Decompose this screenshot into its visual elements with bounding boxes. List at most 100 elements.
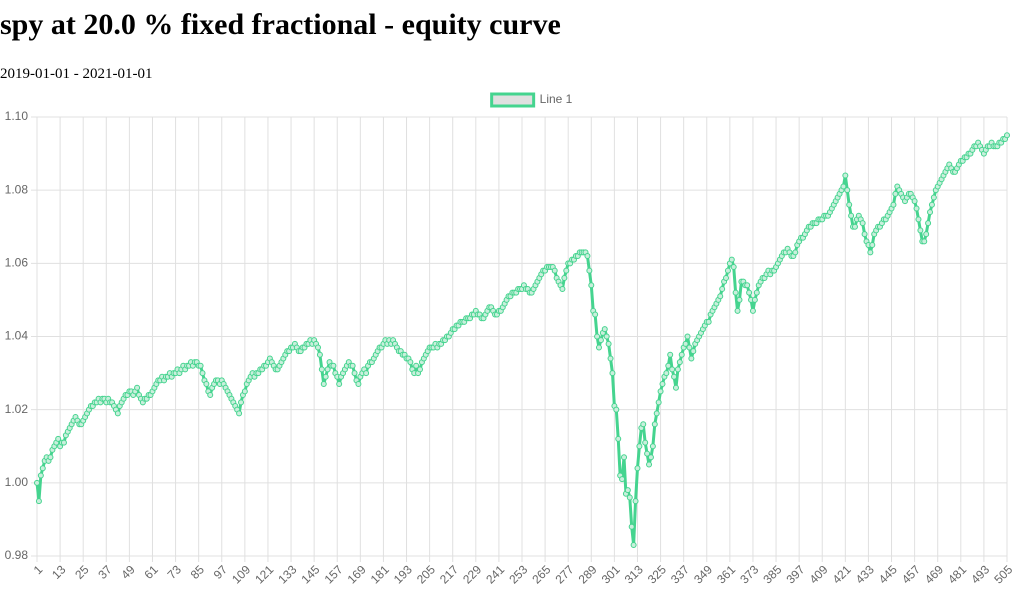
data-point	[592, 311, 599, 318]
data-point	[663, 370, 670, 377]
data-point	[723, 274, 730, 281]
data-point	[667, 351, 674, 358]
data-point	[351, 370, 358, 377]
y-tick-label: 1.10	[5, 109, 29, 123]
x-tick-label: 253	[506, 562, 530, 586]
data-point	[34, 479, 40, 486]
data-point	[407, 359, 414, 366]
data-point	[840, 183, 847, 190]
data-point	[705, 318, 712, 325]
x-tick-label: 421	[830, 562, 854, 586]
data-point	[672, 384, 679, 391]
x-tick-label: 97	[211, 562, 231, 582]
data-point	[642, 439, 649, 446]
data-point	[848, 212, 855, 219]
x-tick-label: 157	[322, 562, 346, 586]
data-point	[684, 333, 691, 340]
y-tick-label: 1.08	[5, 182, 29, 196]
data-point	[563, 267, 570, 274]
data-point	[207, 392, 214, 399]
data-point	[559, 285, 566, 292]
data-point	[647, 454, 654, 461]
x-tick-label: 73	[165, 562, 185, 582]
x-tick-label: 277	[552, 562, 576, 586]
data-point	[844, 187, 851, 194]
x-tick-label: 481	[945, 562, 969, 586]
data-point	[923, 231, 930, 238]
x-tick-label: 205	[414, 562, 438, 586]
data-point	[861, 231, 868, 238]
data-point	[609, 370, 616, 377]
data-point	[892, 190, 899, 197]
data-point	[688, 355, 695, 362]
x-tick-label: 361	[714, 562, 738, 586]
data-point	[349, 362, 356, 369]
x-tick-label: 85	[188, 562, 208, 582]
data-point	[890, 201, 897, 208]
data-point	[659, 381, 666, 388]
x-tick-label: 25	[72, 562, 92, 582]
data-point	[913, 205, 920, 212]
data-point	[653, 410, 660, 417]
x-tick-label: 289	[576, 562, 600, 586]
data-point	[717, 293, 724, 300]
data-point	[930, 194, 937, 201]
data-point	[911, 198, 918, 205]
data-point	[605, 340, 612, 347]
data-point	[624, 487, 631, 494]
data-point	[927, 209, 934, 216]
x-tick-label: 49	[118, 562, 138, 582]
data-point	[60, 439, 67, 446]
data-point	[628, 523, 635, 530]
data-point	[732, 289, 739, 296]
data-point	[917, 227, 924, 234]
data-point	[363, 370, 370, 377]
data-point	[869, 242, 876, 249]
data-point	[734, 307, 741, 314]
x-tick-label: 313	[622, 562, 646, 586]
data-point	[842, 172, 849, 179]
data-point	[665, 362, 672, 369]
data-point	[584, 253, 591, 260]
y-tick-label: 1.06	[5, 256, 29, 270]
data-point	[851, 223, 858, 230]
x-tick-label: 349	[691, 562, 715, 586]
x-tick-label: 229	[460, 562, 484, 586]
data-point	[690, 348, 697, 355]
data-point	[197, 362, 204, 369]
data-point	[203, 381, 210, 388]
data-point	[322, 373, 329, 380]
data-point	[55, 435, 62, 442]
data-point	[318, 366, 325, 373]
data-point	[114, 410, 121, 417]
data-point	[594, 333, 601, 340]
data-point	[1004, 132, 1010, 139]
data-point	[644, 450, 651, 457]
data-point	[314, 344, 321, 351]
data-point	[39, 465, 46, 472]
x-tick-label: 397	[783, 562, 807, 586]
data-point	[551, 267, 558, 274]
data-point	[37, 472, 44, 479]
x-tick-label: 409	[807, 562, 831, 586]
data-point	[330, 362, 337, 369]
data-point	[621, 454, 628, 461]
data-point	[561, 274, 568, 281]
data-point	[597, 337, 604, 344]
data-point	[753, 289, 760, 296]
data-point	[921, 238, 928, 245]
data-point	[636, 443, 643, 450]
y-tick-label: 1.02	[5, 402, 29, 416]
data-point	[634, 465, 641, 472]
data-point	[655, 399, 662, 406]
data-point	[47, 454, 54, 461]
data-point	[199, 370, 206, 377]
data-point	[678, 351, 685, 358]
data-point	[619, 476, 626, 483]
x-tick-label: 493	[968, 562, 992, 586]
y-tick-label: 0.98	[5, 548, 29, 562]
data-point	[613, 406, 620, 413]
data-point	[925, 220, 932, 227]
